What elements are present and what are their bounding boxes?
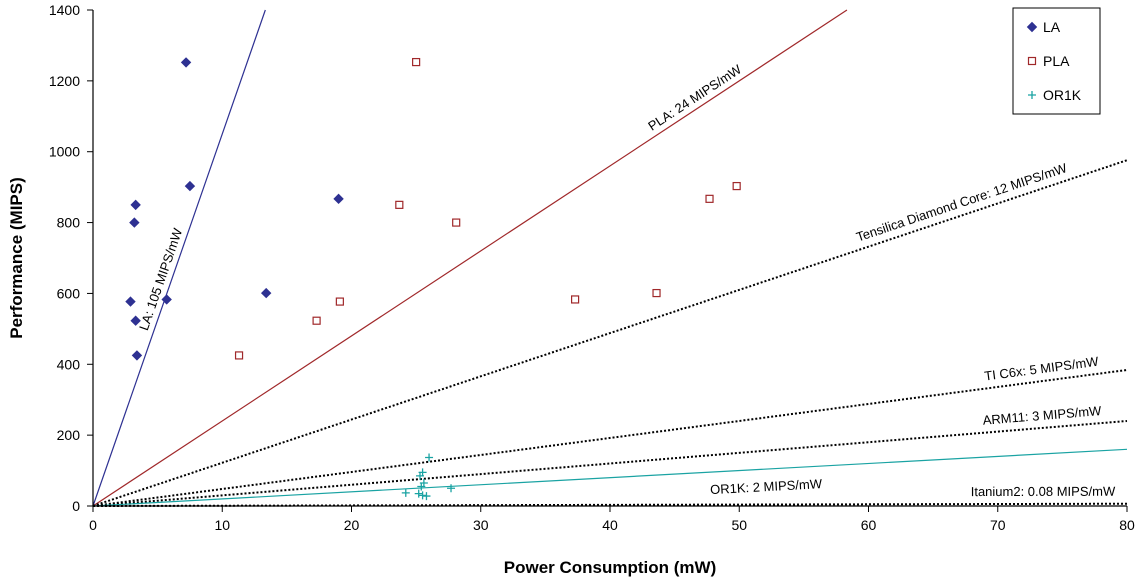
data-point-la bbox=[125, 296, 136, 307]
data-points bbox=[125, 57, 741, 501]
reference-lines bbox=[92, 9, 1128, 507]
legend-marker-or1k bbox=[1028, 91, 1036, 99]
y-tick-label: 0 bbox=[72, 498, 80, 514]
legend-marker-la bbox=[1026, 21, 1038, 33]
data-point-la bbox=[260, 287, 272, 299]
data-point-pla bbox=[571, 295, 580, 304]
x-axis-title: Power Consumption (mW) bbox=[504, 558, 716, 577]
data-point-or1k bbox=[418, 491, 427, 500]
data-point-pla bbox=[312, 316, 321, 325]
x-tick-label: 50 bbox=[731, 517, 747, 533]
y-tick-label: 1400 bbox=[49, 2, 80, 18]
reference-label-ti-c6x-5-mips-mw: TI C6x: 5 MIPS/mW bbox=[983, 354, 1100, 384]
x-tick-label: 40 bbox=[602, 517, 618, 533]
data-point-la bbox=[130, 315, 141, 326]
legend-label-pla: PLA bbox=[1043, 53, 1070, 69]
y-tick-label: 600 bbox=[57, 285, 81, 301]
data-point-la bbox=[184, 180, 196, 192]
data-point-pla bbox=[705, 194, 714, 203]
data-point-la bbox=[130, 199, 141, 211]
y-tick-label: 400 bbox=[57, 356, 81, 372]
data-point-or1k bbox=[401, 488, 410, 497]
reference-label-la-105-mips-mw: LA: 105 MIPS/mW bbox=[136, 226, 185, 333]
data-point-pla bbox=[412, 57, 421, 67]
y-tick-label: 1200 bbox=[49, 73, 80, 89]
legend-box bbox=[1012, 7, 1101, 115]
data-point-pla bbox=[234, 351, 244, 360]
x-tick-label: 0 bbox=[89, 517, 97, 533]
reference-line-arm11-3-mips-mw bbox=[92, 419, 1128, 507]
reference-label-pla-24-mips-mw: PLA: 24 MIPS/mW bbox=[645, 61, 744, 133]
reference-label-tensilica-diamond-core-12-mips-mw: Tensilica Diamond Core: 12 MIPS/mW bbox=[854, 160, 1069, 245]
data-point-or1k bbox=[425, 453, 434, 462]
data-point-or1k bbox=[447, 484, 456, 493]
reference-line-la-105-mips-mw bbox=[92, 9, 266, 507]
reference-line-labels: LA: 105 MIPS/mW PLA: 24 MIPS/mW Tensilica … bbox=[136, 61, 1116, 499]
axis-ticks: 0 10 20 30 40 50 60 70 8002004006008001000120014… bbox=[49, 2, 1135, 533]
legend: LA PLA OR1K bbox=[1012, 7, 1101, 115]
reference-label-arm11-3-mips-mw: ARM11: 3 MIPS/mW bbox=[982, 403, 1102, 428]
reference-line-ti-c6x-5-mips-mw bbox=[92, 368, 1128, 507]
reference-line-or1k-2-mips-mw bbox=[92, 448, 1128, 507]
y-tick-label: 800 bbox=[57, 215, 81, 231]
data-point-la bbox=[180, 57, 192, 68]
x-tick-label: 10 bbox=[214, 517, 230, 533]
data-point-pla bbox=[335, 297, 344, 306]
x-tick-label: 80 bbox=[1119, 517, 1135, 533]
data-point-or1k bbox=[416, 471, 425, 480]
data-point-la bbox=[129, 217, 140, 228]
data-point-la bbox=[333, 193, 344, 205]
data-point-pla bbox=[452, 218, 461, 227]
data-point-or1k bbox=[414, 489, 423, 498]
data-point-pla bbox=[652, 288, 661, 298]
data-point-la bbox=[131, 350, 143, 361]
x-tick-label: 60 bbox=[861, 517, 877, 533]
x-tick-label: 30 bbox=[473, 517, 489, 533]
reference-line-pla-24-mips-mw bbox=[92, 9, 848, 507]
data-point-pla bbox=[395, 200, 404, 209]
legend-label-or1k: OR1K bbox=[1043, 87, 1082, 103]
data-point-or1k bbox=[422, 492, 431, 501]
legend-marker-pla bbox=[1027, 56, 1037, 66]
reference-label-itanium2-0-08-mips-mw: Itanium2: 0.08 MIPS/mW bbox=[971, 484, 1116, 499]
data-point-pla bbox=[732, 181, 741, 191]
data-point-la bbox=[161, 294, 172, 305]
y-axis-title: Performance (MIPS) bbox=[7, 177, 26, 339]
y-tick-label: 1000 bbox=[49, 144, 80, 160]
legend-label-la: LA bbox=[1043, 19, 1061, 35]
y-tick-label: 200 bbox=[57, 427, 81, 443]
x-tick-label: 20 bbox=[344, 517, 360, 533]
reference-line-tensilica-diamond-core-12-mips-mw bbox=[92, 159, 1128, 507]
legend-items: LA PLA OR1K bbox=[1026, 19, 1082, 103]
data-point-or1k bbox=[417, 482, 426, 491]
reference-label-or1k-2-mips-mw: OR1K: 2 MIPS/mW bbox=[710, 476, 823, 497]
axes bbox=[92, 10, 1127, 507]
x-tick-label: 70 bbox=[990, 517, 1006, 533]
